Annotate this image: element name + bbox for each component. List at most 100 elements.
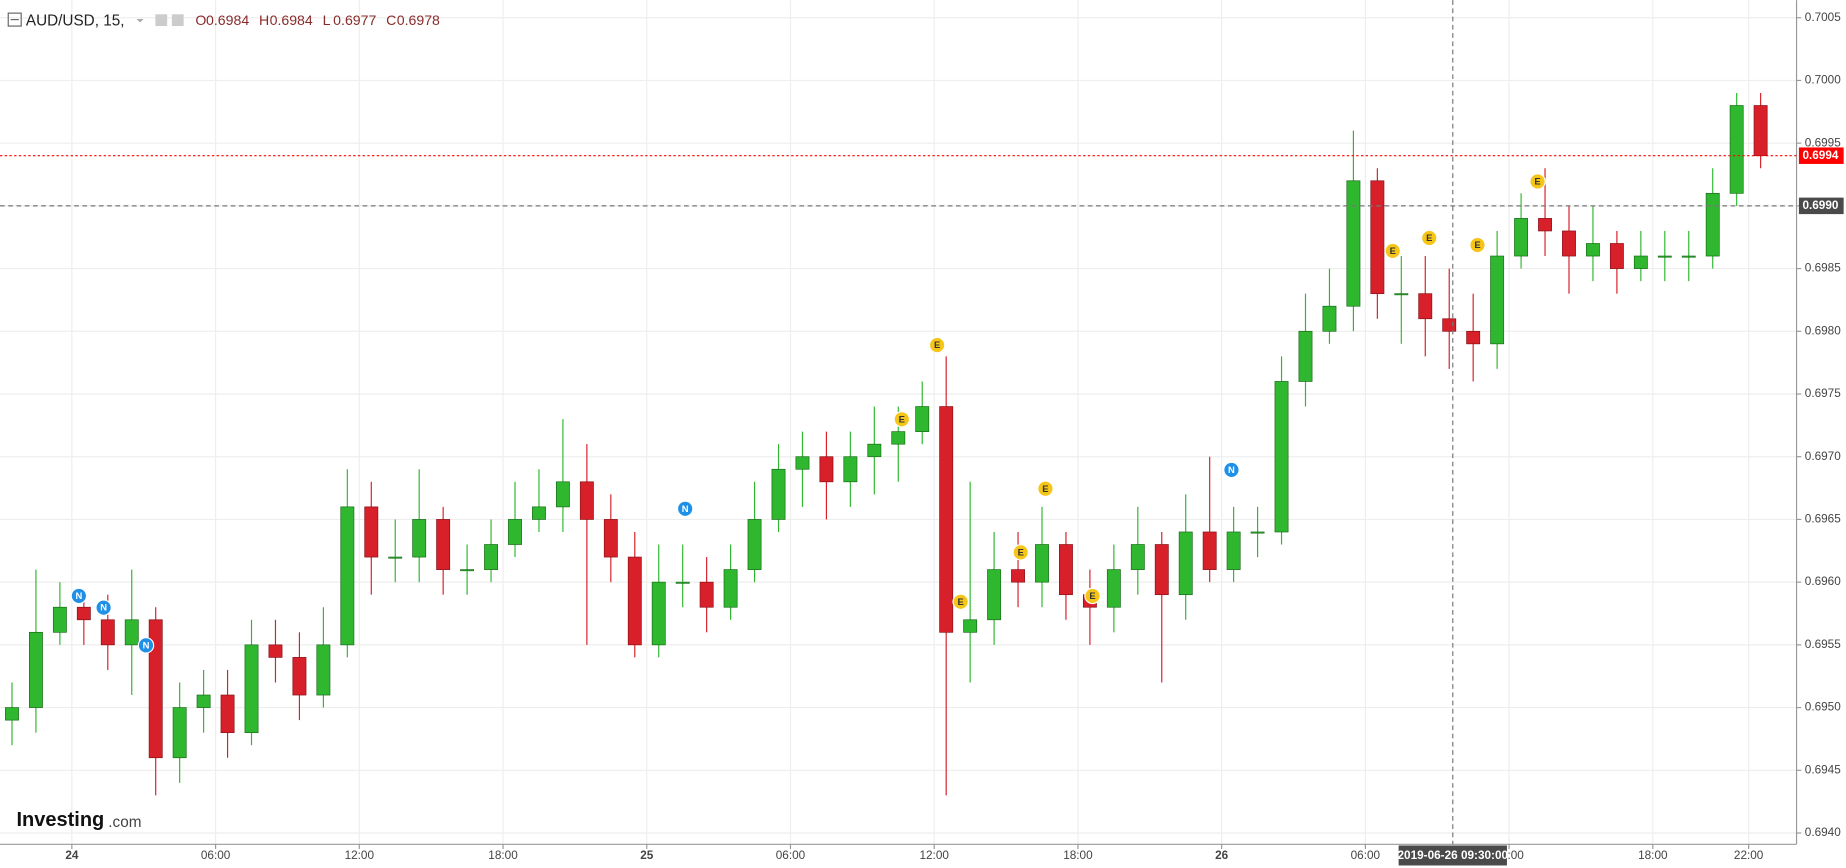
candle-body [100, 619, 115, 646]
event-marker [137, 637, 155, 654]
candle-body [1202, 531, 1217, 570]
ohlc-value: 0.6978 [397, 12, 440, 28]
candle-body [172, 707, 187, 759]
ohlc-value: 0.6977 [333, 12, 376, 28]
candle-body [388, 556, 403, 559]
candle-body [1250, 531, 1265, 534]
candle-body [1418, 293, 1433, 320]
event-label: E [1018, 546, 1024, 557]
logo-brand: Investing [16, 809, 104, 831]
candle-body [244, 644, 259, 734]
settings-icon[interactable] [155, 14, 168, 27]
candle-body [891, 431, 906, 445]
event-label: E [958, 596, 964, 607]
candle-body [963, 619, 978, 633]
ohlc-value: 0.6984 [206, 12, 249, 28]
crosshair-price-label: 0.6990 [1802, 199, 1838, 212]
candle-body [675, 581, 690, 584]
candle-body [1562, 230, 1576, 257]
candle-body [723, 569, 738, 608]
candle-body [1394, 293, 1409, 296]
candle-body [1346, 180, 1361, 307]
y-tick-label: 0.7000 [1805, 74, 1841, 87]
event-marker [1529, 173, 1546, 190]
candle-body [1226, 531, 1241, 570]
candle-body [747, 519, 762, 570]
candle-body [1633, 255, 1648, 269]
candle-body [867, 443, 882, 458]
event-label: E [1474, 239, 1480, 250]
event-label: E [1426, 232, 1432, 243]
candle-body [1059, 544, 1073, 596]
x-tick-label: 24 [65, 849, 79, 862]
event-label: N [682, 503, 689, 514]
candle-body [915, 406, 930, 432]
candle-body [1609, 243, 1624, 269]
candle-body [124, 619, 139, 646]
candle-body [460, 569, 475, 572]
candle-body [1035, 544, 1049, 583]
candle-body [1681, 255, 1696, 258]
candle-body [76, 606, 91, 621]
candle-body [1322, 305, 1337, 332]
x-tick-label: 26 [1215, 849, 1229, 862]
candle-body [1442, 318, 1457, 332]
x-tick-label: 18:00 [1063, 849, 1093, 862]
candle-body [555, 481, 570, 508]
candle-body [340, 506, 355, 646]
candle-body [1370, 180, 1385, 295]
candle-body [196, 694, 211, 708]
candle-body [795, 456, 810, 470]
y-tick-label: 0.6960 [1805, 575, 1841, 588]
event-marker [893, 411, 911, 428]
interval-dropdown[interactable] [136, 19, 144, 23]
y-tick-label: 0.6940 [1805, 826, 1841, 839]
event-marker [952, 593, 969, 611]
candle-body [651, 581, 666, 646]
candle-body [1514, 218, 1529, 257]
close-icon[interactable] [171, 14, 184, 27]
event-label: E [1390, 245, 1396, 256]
candle-body [1538, 218, 1552, 232]
candle-body [508, 519, 522, 545]
y-tick-label: 0.6945 [1805, 763, 1841, 776]
event-marker [1037, 480, 1054, 497]
event-label: E [899, 413, 905, 424]
candle-body [532, 506, 546, 520]
candle-body [1130, 544, 1145, 570]
candle-body [1586, 243, 1600, 257]
candle-body [364, 506, 379, 558]
event-label: N [100, 602, 107, 613]
event-marker [70, 587, 88, 605]
last-price-box [1798, 147, 1844, 164]
crosshair-time-box [1398, 845, 1507, 866]
x-tick-label: 12:00 [345, 849, 375, 862]
ohlc-label: O [195, 12, 206, 28]
candle-body [52, 606, 67, 633]
event-label: E [1089, 590, 1095, 601]
candle-body [268, 644, 283, 658]
candle-body [28, 631, 43, 708]
y-tick-label: 0.6950 [1805, 701, 1841, 714]
x-tick-label: 22:00 [1734, 849, 1764, 862]
candle-body [1729, 105, 1744, 194]
candle-body [1753, 105, 1768, 157]
candle-body [1657, 255, 1672, 258]
candle-body [412, 519, 427, 558]
candle-body [1106, 569, 1121, 608]
candle-body [819, 456, 834, 483]
candle-body [579, 481, 594, 520]
event-marker [676, 500, 694, 517]
x-tick-label: 06:00 [201, 849, 231, 862]
candle-body [939, 406, 954, 633]
candle-body [1011, 569, 1025, 583]
y-tick-label: 0.6985 [1805, 262, 1841, 275]
event-marker [1084, 587, 1101, 605]
y-tick-label: 0.6980 [1805, 324, 1841, 337]
crosshair-time: 2019-06-26 09:30:00 [1398, 849, 1509, 862]
event-marker [1384, 242, 1401, 260]
ohlc-value: 0.6984 [270, 12, 313, 28]
collapse-icon[interactable] [7, 12, 22, 27]
candle-body [1178, 531, 1193, 596]
